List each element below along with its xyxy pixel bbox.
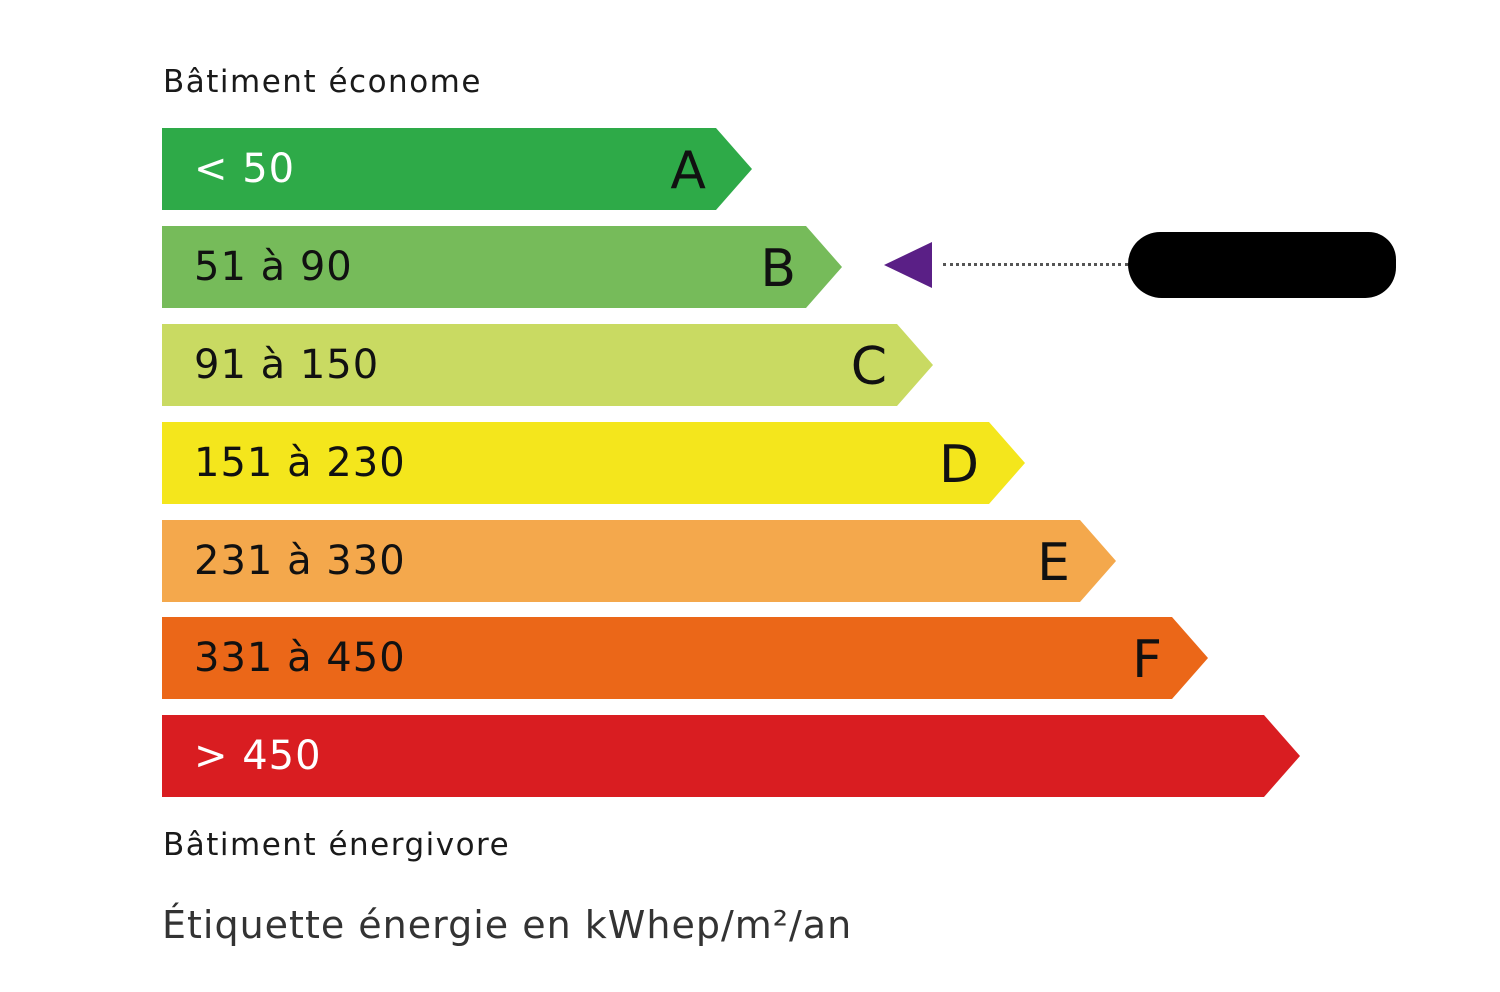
class-letter: E <box>1037 533 1070 593</box>
energy-bar-f: 331 à 450 F <box>162 617 1208 699</box>
energy-bar-d: 151 à 230 D <box>162 422 1025 504</box>
energy-bar-g: > 450 <box>162 715 1300 797</box>
energy-bar-b: 51 à 90 B <box>162 226 842 308</box>
indicator-arrow-icon <box>884 242 932 288</box>
energy-bar-a: < 50 A <box>162 128 752 210</box>
energy-bar-c: 91 à 150 C <box>162 324 933 406</box>
redacted-value <box>1128 232 1396 298</box>
class-letter: C <box>850 337 887 397</box>
indicator-dotted-line <box>943 263 1128 266</box>
footer-unit-label: Étiquette énergie en kWhep/m²/an <box>162 903 853 947</box>
class-letter: B <box>760 239 796 299</box>
range-label: 51 à 90 <box>194 244 353 290</box>
range-label: > 450 <box>194 733 322 779</box>
class-letter: F <box>1132 630 1162 690</box>
range-label: 231 à 330 <box>194 538 406 584</box>
bottom-label: Bâtiment énergivore <box>163 827 511 863</box>
range-label: 91 à 150 <box>194 342 380 388</box>
class-letter: A <box>670 141 706 201</box>
class-letter: D <box>938 435 979 495</box>
range-label: 151 à 230 <box>194 440 406 486</box>
range-label: 331 à 450 <box>194 635 406 681</box>
top-label: Bâtiment économe <box>163 64 482 100</box>
range-label: < 50 <box>194 146 296 192</box>
energy-bar-e: 231 à 330 E <box>162 520 1116 602</box>
